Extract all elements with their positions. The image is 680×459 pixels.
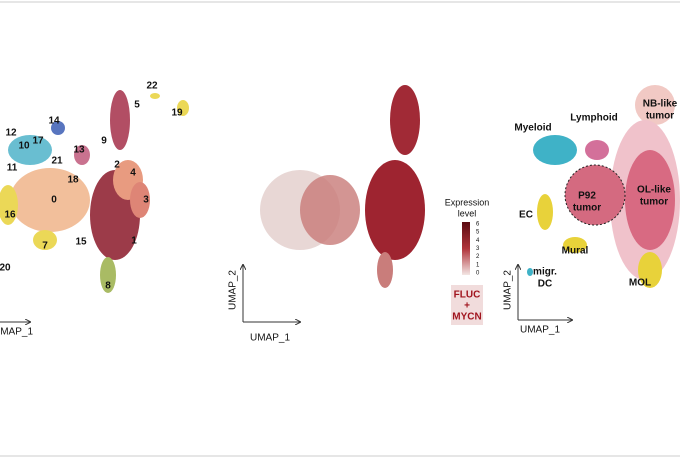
umap-clusters: [0, 90, 189, 293]
cluster-label: 0: [51, 195, 57, 206]
color-bar-tick: 4: [476, 238, 480, 244]
cluster-label: 22: [146, 81, 158, 92]
cell-type-label: OL-like: [637, 185, 671, 196]
legend-title: level: [458, 208, 477, 218]
y-axis-label: UMAP_2: [503, 270, 514, 310]
cluster-label: 11: [7, 163, 18, 174]
color-bar-tick: 0: [476, 271, 480, 277]
cell-type-label: Mural: [562, 246, 589, 257]
cell-type-label: EC: [519, 210, 533, 221]
cluster-label: 14: [48, 116, 60, 127]
expression-umap: [260, 85, 425, 288]
color-bar: [462, 222, 470, 275]
cluster-label: 10: [18, 141, 30, 152]
cell-type-label: Lymphoid: [570, 113, 617, 124]
cell-type-label: migr.: [533, 267, 557, 278]
cluster-label: 3: [143, 195, 149, 206]
cell-type-label: tumor: [573, 203, 601, 214]
x-axis-label: UMAP_1: [250, 333, 290, 344]
cluster-label: 17: [32, 136, 44, 147]
cluster-label: 18: [67, 175, 79, 186]
color-bar-tick: 3: [476, 246, 480, 252]
color-bar-tick: 5: [476, 230, 480, 236]
cell-type-label: MOL: [629, 278, 651, 289]
legend-title: Expression: [445, 197, 490, 207]
marker-box: [451, 285, 483, 325]
cell-type-label: tumor: [646, 111, 674, 122]
cluster-label: 4: [130, 168, 136, 179]
cluster-label: 8: [105, 281, 111, 292]
x-axis-label: UMAP_1: [0, 327, 33, 338]
cluster-label: 19: [171, 108, 183, 119]
marker-label: +: [464, 301, 470, 312]
color-bar-tick: 2: [476, 254, 480, 260]
marker-label: MYCN: [452, 312, 481, 323]
cluster-label: 9: [101, 136, 107, 147]
cell-type-label: DC: [538, 279, 552, 290]
color-bar-tick: 1: [476, 262, 480, 268]
cluster-label: 1: [131, 236, 137, 247]
cluster-label: 13: [73, 145, 85, 156]
x-axis-label: UMAP_1: [520, 325, 560, 336]
cluster-label: 15: [75, 237, 87, 248]
cluster-label: 5: [134, 100, 140, 111]
y-axis-label: UMAP_2: [228, 270, 239, 310]
cluster-label: 2: [114, 160, 120, 171]
cluster-label: 7: [42, 241, 48, 252]
color-bar-tick: 6: [476, 222, 480, 228]
cluster-label: 21: [51, 156, 63, 167]
cell-type-label: tumor: [640, 197, 668, 208]
cell-type-label: P92: [578, 191, 596, 202]
cell-type-label: NB-like: [643, 99, 678, 110]
celltype-umap: [527, 85, 680, 288]
marker-label: FLUC: [454, 290, 481, 301]
cluster-label: 16: [4, 210, 16, 221]
cell-type-label: Myeloid: [514, 123, 551, 134]
cluster-label: 12: [5, 128, 17, 139]
cluster-label: 20: [0, 263, 11, 274]
